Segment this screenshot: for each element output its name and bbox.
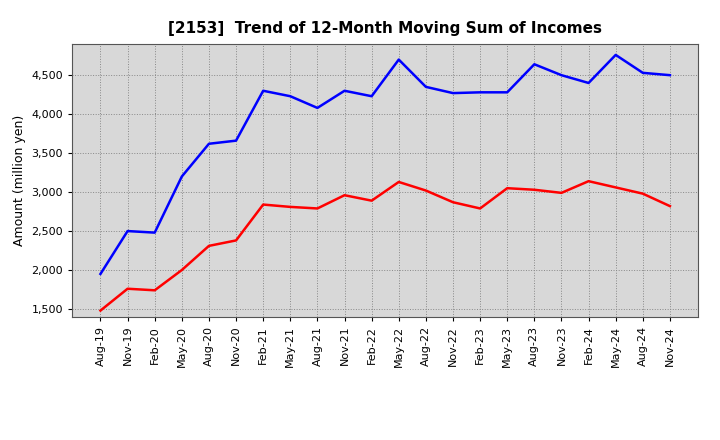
Ordinary Income <box>178 174 186 179</box>
Net Income <box>449 200 457 205</box>
Net Income <box>286 204 294 209</box>
Net Income <box>341 193 349 198</box>
Legend: Ordinary Income, Net Income: Ordinary Income, Net Income <box>220 438 551 440</box>
Ordinary Income <box>584 81 593 86</box>
Net Income <box>584 179 593 184</box>
Net Income <box>313 206 322 211</box>
Ordinary Income <box>313 105 322 110</box>
Net Income <box>232 238 240 243</box>
Y-axis label: Amount (million yen): Amount (million yen) <box>13 115 26 246</box>
Net Income <box>204 243 213 249</box>
Net Income <box>178 268 186 273</box>
Ordinary Income <box>476 90 485 95</box>
Ordinary Income <box>123 228 132 234</box>
Ordinary Income <box>286 94 294 99</box>
Net Income <box>367 198 376 203</box>
Ordinary Income <box>421 84 430 89</box>
Ordinary Income <box>503 90 511 95</box>
Ordinary Income <box>611 52 620 58</box>
Ordinary Income <box>232 138 240 143</box>
Net Income <box>476 206 485 211</box>
Ordinary Income <box>259 88 268 93</box>
Net Income <box>557 190 566 195</box>
Ordinary Income <box>557 73 566 78</box>
Ordinary Income <box>341 88 349 93</box>
Ordinary Income <box>367 94 376 99</box>
Net Income <box>665 203 674 209</box>
Net Income <box>395 180 403 185</box>
Ordinary Income <box>204 141 213 147</box>
Net Income <box>259 202 268 207</box>
Ordinary Income <box>150 230 159 235</box>
Line: Net Income: Net Income <box>101 181 670 311</box>
Ordinary Income <box>96 271 105 277</box>
Ordinary Income <box>665 73 674 78</box>
Net Income <box>639 191 647 196</box>
Net Income <box>611 185 620 190</box>
Net Income <box>150 288 159 293</box>
Net Income <box>123 286 132 291</box>
Net Income <box>503 186 511 191</box>
Line: Ordinary Income: Ordinary Income <box>101 55 670 274</box>
Ordinary Income <box>639 70 647 76</box>
Ordinary Income <box>449 91 457 96</box>
Net Income <box>421 188 430 193</box>
Net Income <box>96 308 105 313</box>
Title: [2153]  Trend of 12-Month Moving Sum of Incomes: [2153] Trend of 12-Month Moving Sum of I… <box>168 21 602 36</box>
Ordinary Income <box>530 62 539 67</box>
Ordinary Income <box>395 57 403 62</box>
Net Income <box>530 187 539 192</box>
